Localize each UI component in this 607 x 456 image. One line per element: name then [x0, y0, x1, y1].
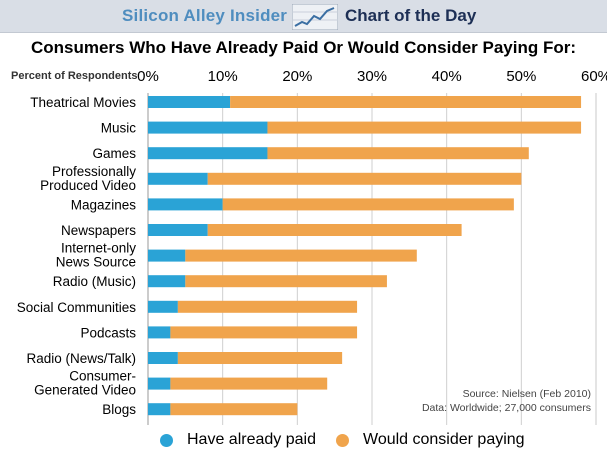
bar-would-consider: [170, 326, 358, 339]
legend-label-paid: Have already paid: [187, 431, 316, 448]
x-tick-label: 40%: [432, 68, 462, 85]
x-tick-label: 30%: [357, 68, 387, 85]
bar-have-paid: [148, 172, 208, 185]
data-note: Data: Worldwide; 27,000 consumers: [422, 402, 591, 414]
bar-would-consider: [177, 352, 343, 364]
chart-of-the-day-label: Chart of the Day: [345, 6, 477, 25]
bar-have-paid: [148, 275, 186, 288]
category-label: Blogs: [102, 402, 136, 417]
x-tick-label: 0%: [137, 68, 159, 85]
source-note: Source: Nielsen (Feb 2010): [463, 388, 591, 400]
bar-have-paid: [148, 377, 171, 390]
site-header: Silicon Alley Insider Chart of the Day: [0, 0, 607, 33]
bar-would-consider: [185, 249, 417, 262]
bar-would-consider: [267, 147, 529, 160]
bar-have-paid: [148, 300, 178, 313]
bar-would-consider: [185, 275, 387, 288]
legend-swatch-paid: [160, 433, 173, 447]
bar-have-paid: [148, 352, 178, 364]
bar-have-paid: [148, 96, 231, 108]
chart-legend: Have already paid Would consider paying: [0, 431, 607, 455]
bar-would-consider: [177, 300, 358, 313]
bar-would-consider: [267, 121, 582, 134]
brand-name[interactable]: Silicon Alley Insider: [122, 6, 288, 25]
category-label: Consumer-: [69, 369, 136, 384]
bar-would-consider: [230, 96, 582, 108]
bar-have-paid: [148, 326, 171, 339]
bar-would-consider: [170, 403, 298, 416]
chart-title: Consumers Who Have Already Paid Or Would…: [30, 38, 577, 57]
legend-swatch-consider: [336, 433, 349, 447]
legend-label-consider: Would consider paying: [363, 431, 525, 448]
x-tick-label: 60%: [581, 68, 607, 85]
category-label: Magazines: [71, 197, 137, 212]
bar-have-paid: [148, 224, 208, 236]
category-label: Theatrical Movies: [30, 95, 136, 110]
category-label: Professionally: [52, 164, 136, 179]
trend-line-chart-icon: [292, 4, 338, 30]
x-tick-label: 10%: [208, 68, 238, 85]
category-label: Podcasts: [80, 325, 136, 340]
bar-have-paid: [148, 198, 223, 211]
category-label: Radio (News/Talk): [26, 351, 136, 366]
category-label: Radio (Music): [53, 274, 136, 289]
bar-would-consider: [170, 377, 328, 390]
bar-would-consider: [207, 224, 462, 236]
x-tick-label: 20%: [282, 68, 312, 85]
legend-item-paid: Have already paid: [160, 431, 316, 449]
legend-item-consider: Would consider paying: [336, 431, 525, 449]
bar-would-consider: [222, 198, 514, 211]
bar-have-paid: [148, 403, 171, 416]
category-label: Newspapers: [61, 223, 136, 238]
bar-have-paid: [148, 147, 268, 160]
category-label: Produced Video: [40, 178, 136, 193]
axis-label: Percent of Respondents: [11, 70, 138, 82]
category-label: News Source: [56, 255, 136, 270]
bar-have-paid: [148, 121, 268, 134]
category-label: Social Communities: [17, 300, 137, 315]
category-label: Games: [92, 146, 136, 161]
x-tick-label: 50%: [506, 68, 536, 85]
category-label: Internet-only: [61, 241, 136, 256]
category-label: Music: [101, 121, 137, 136]
bar-would-consider: [207, 172, 522, 185]
bar-have-paid: [148, 249, 186, 262]
category-label: Generated Video: [34, 383, 136, 398]
bar-chart: 0% 10% 20% 30% 40% 50% 60% Percent of Responden…: [11, 68, 607, 425]
